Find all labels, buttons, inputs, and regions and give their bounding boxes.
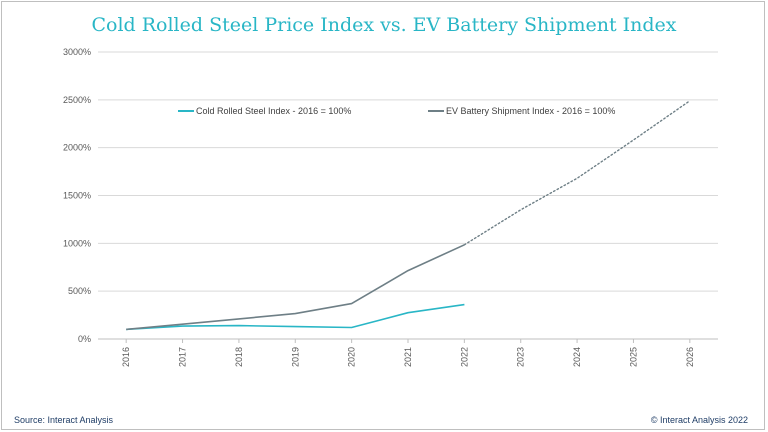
x-tick-label: 2018 [234, 347, 244, 367]
y-tick-label: 1000% [63, 238, 91, 248]
x-tick-label: 2020 [347, 347, 357, 367]
x-tick-label: 2019 [290, 347, 300, 367]
x-tick-label: 2022 [459, 347, 469, 367]
y-tick-label: 500% [68, 286, 91, 296]
x-tick-label: 2026 [685, 347, 695, 367]
x-tick-label: 2017 [178, 347, 188, 367]
y-tick-label: 2000% [63, 143, 91, 153]
y-tick-label: 2500% [63, 95, 91, 105]
series-line-0 [126, 303, 465, 331]
y-axis-tick-labels: 0% 500% 1000% 1500% 2000% 2500% 3000% [63, 47, 91, 344]
y-tick-label: 3000% [63, 47, 91, 57]
source-note: Source: Interact Analysis [14, 415, 114, 425]
x-tick-label: 2025 [628, 347, 638, 367]
series-lines [126, 100, 691, 331]
legend-label: Cold Rolled Steel Index - 2016 = 100% [196, 106, 351, 116]
x-tick-label: 2021 [403, 347, 413, 367]
x-tick-label: 2024 [572, 347, 582, 367]
y-tick-label: 1500% [63, 191, 91, 201]
series-line-1 [126, 244, 465, 331]
chart-title: Cold Rolled Steel Price Index vs. EV Bat… [91, 14, 677, 36]
y-tick-label: 0% [78, 334, 91, 344]
x-tick-label: 2023 [516, 347, 526, 367]
legend-label: EV Battery Shipment Index - 2016 = 100% [446, 106, 615, 116]
gridlines [98, 51, 718, 340]
x-tick-label: 2016 [121, 347, 131, 367]
legend: Cold Rolled Steel Index - 2016 = 100% EV … [178, 106, 615, 116]
series-line-2 [463, 100, 691, 246]
copyright-note: © Interact Analysis 2022 [650, 415, 748, 425]
x-axis-tick-labels: 2016 2017 2018 2019 2020 2021 2022 2023 2024 2025… [121, 339, 695, 367]
